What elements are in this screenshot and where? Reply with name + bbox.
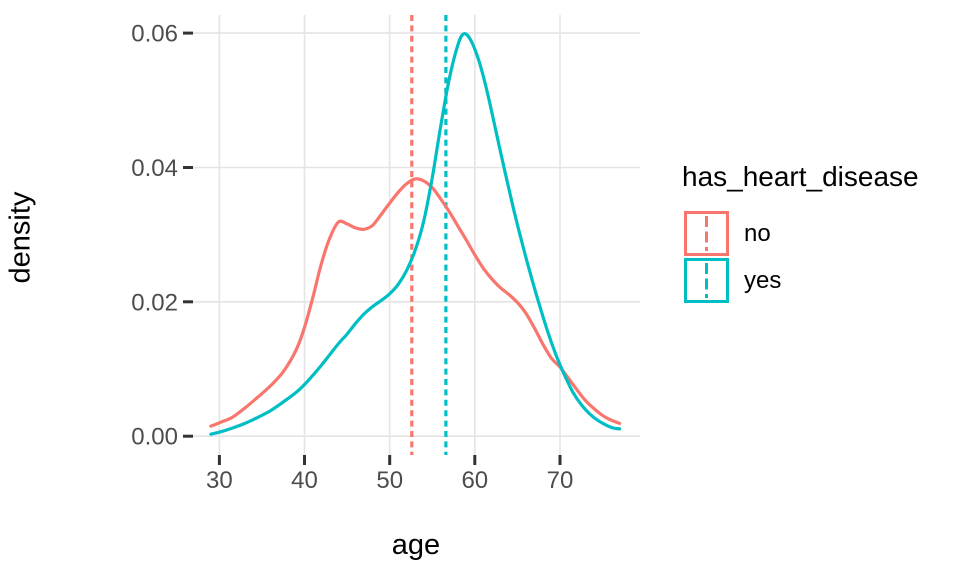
x-tick-label: 40 xyxy=(291,467,318,494)
x-tick-label: 70 xyxy=(547,467,574,494)
x-tick-label: 30 xyxy=(206,467,233,494)
y-tick-label: 0.00 xyxy=(131,424,178,451)
y-tick-label: 0.04 xyxy=(131,155,178,182)
x-tick-label: 50 xyxy=(376,467,403,494)
legend-key-dashed-line-yes xyxy=(705,263,708,298)
legend-key-dashed-line-no xyxy=(705,216,708,251)
legend-title: has_heart_disease xyxy=(682,161,919,192)
x-tick-label: 60 xyxy=(461,467,488,494)
legend-key-no xyxy=(684,211,729,256)
density-curve-no xyxy=(209,177,622,428)
gridlines xyxy=(193,15,640,455)
y-axis-title: density xyxy=(4,191,37,284)
x-tick-labels: 30 40 50 60 70 xyxy=(206,467,573,494)
density-curves xyxy=(209,32,622,436)
legend-item-no: no xyxy=(684,211,771,256)
density-curve-yes xyxy=(209,32,622,436)
legend-item-yes: yes xyxy=(684,258,781,303)
y-tick-labels: 0.00 0.02 0.04 0.06 xyxy=(131,21,178,451)
y-tick-label: 0.02 xyxy=(131,289,178,316)
x-axis-title: age xyxy=(391,529,441,561)
axis-tick-marks xyxy=(183,31,562,465)
legend-label-no: no xyxy=(744,219,771,247)
mean-vlines xyxy=(410,15,448,455)
legend-key-yes xyxy=(684,258,729,303)
legend-label-yes: yes xyxy=(744,266,782,294)
y-tick-label: 0.06 xyxy=(131,21,178,48)
